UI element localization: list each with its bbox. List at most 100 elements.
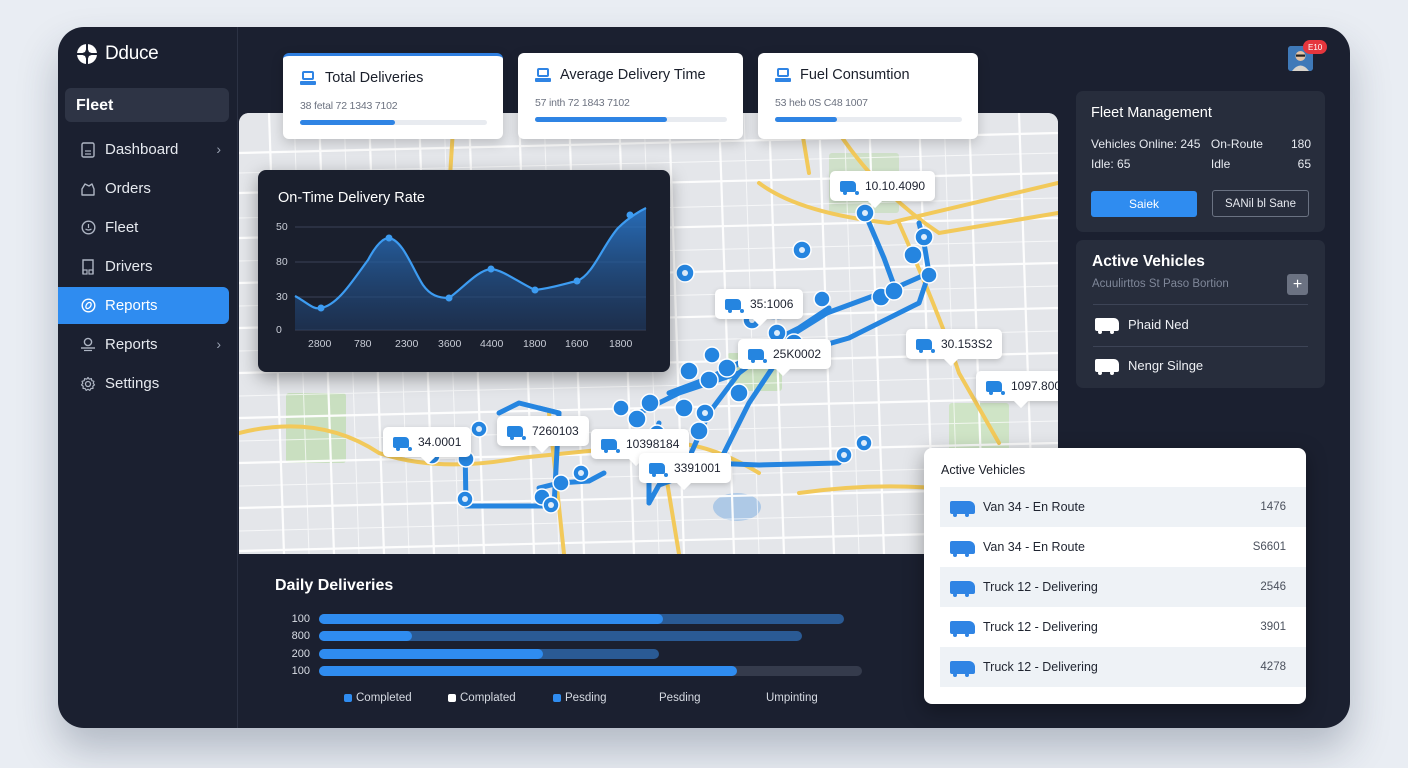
vehicle-item[interactable]: Nengr Silnge — [1095, 358, 1203, 375]
truck-icon — [950, 580, 975, 597]
sidebar-item-label: Drivers — [105, 258, 153, 275]
active-vehicles-panel: Active Vehicles Acuulirttos St Paso Bort… — [1076, 240, 1325, 388]
truck-icon — [840, 180, 856, 195]
map-vehicle-label[interactable]: 7260103 — [497, 416, 589, 446]
user-avatar[interactable] — [1288, 46, 1313, 71]
vehicle-row[interactable]: Truck 12 - Delivering 3901 — [940, 607, 1306, 647]
add-vehicle-button[interactable]: + — [1287, 274, 1308, 295]
ontime-delivery-chart: On-Time Delivery Rate — [258, 170, 670, 372]
kpi-card-fuel-consumption[interactable]: Fuel Consumtion 53 heb 0S C48 1007 — [758, 53, 978, 139]
sidebar-item-label: Reports — [105, 297, 158, 314]
primary-button[interactable]: Saiek — [1091, 191, 1197, 217]
map-vehicle-label[interactable]: 1097.800 — [976, 371, 1058, 401]
bar-total — [319, 631, 802, 642]
legend-item[interactable]: Pesding — [659, 692, 701, 704]
map-vehicle-label[interactable]: 34.0001 — [383, 427, 472, 457]
map-vehicle-label[interactable]: 35:1006 — [715, 289, 804, 319]
app-window: Dduce Fleet Dashboard › Orders — [58, 27, 1350, 728]
bar-row: 100 — [278, 663, 878, 681]
truck-icon — [916, 338, 932, 353]
gear-icon — [80, 376, 96, 392]
fleet-stats: Vehicles Online: 245 On-Route 180 Idle: … — [1091, 134, 1311, 174]
bar-completed — [319, 631, 412, 642]
truck-icon — [950, 500, 975, 517]
truck-icon — [950, 660, 975, 677]
panel-title: Active Vehicles — [941, 463, 1026, 477]
daily-deliveries-chart: 100 800 200 100 — [278, 610, 878, 680]
bar-row: 800 — [278, 628, 878, 646]
legend-item[interactable]: Completed — [344, 692, 448, 704]
vehicle-item[interactable]: Phaid Ned — [1095, 317, 1189, 334]
document-icon — [80, 141, 96, 158]
truck-icon — [507, 425, 523, 440]
truck-icon — [725, 298, 741, 313]
sidebar-item-reports-active[interactable]: Reports — [58, 287, 229, 324]
sidebar-item-fleet[interactable]: Fleet — [58, 209, 229, 246]
sidebar-item-orders[interactable]: Orders — [58, 170, 229, 207]
truck-icon — [748, 348, 764, 363]
sidebar-item-label: Orders — [105, 180, 151, 197]
compass-icon — [80, 298, 96, 314]
truck-icon — [1095, 359, 1119, 375]
sidebar: Dduce Fleet Dashboard › Orders — [58, 27, 238, 728]
divider — [1093, 346, 1308, 347]
chart-legend: Completed Complated Pesding Pesding Umpi… — [344, 692, 818, 704]
truck-icon — [1095, 318, 1119, 334]
legend-item[interactable]: Umpinting — [766, 692, 818, 704]
bar-completed — [319, 666, 737, 677]
stat-value: 180 — [1290, 137, 1311, 151]
chart-title: On-Time Delivery Rate — [278, 190, 425, 206]
seat-icon — [80, 258, 96, 275]
secondary-button[interactable]: SANil bl Sane — [1212, 190, 1309, 217]
sidebar-section-fleet[interactable]: Fleet — [65, 88, 229, 122]
map-vehicle-label[interactable]: 10.10.4090 — [830, 171, 936, 201]
sidebar-item-label: Fleet — [105, 219, 139, 236]
logo-icon — [76, 43, 98, 65]
kpi-title: Average Delivery Time — [560, 67, 706, 83]
kpi-progress-bar — [535, 117, 727, 122]
vehicle-row[interactable]: Truck 12 - Delivering 2546 — [940, 567, 1306, 607]
stat-label: Idle — [1210, 157, 1231, 171]
fleet-management-panel: Fleet Management Vehicles Online: 245 On… — [1076, 91, 1325, 232]
legend-item[interactable]: Complated — [448, 692, 553, 704]
sidebar-item-label: Dashboard — [105, 141, 179, 158]
daily-deliveries-title: Daily Deliveries — [275, 577, 394, 594]
sidebar-item-drivers[interactable]: Drivers — [58, 248, 229, 285]
sidebar-item-reports[interactable]: Reports › — [58, 326, 229, 363]
stat-label: Idle: 65 — [1091, 157, 1131, 171]
bar-completed — [319, 648, 543, 659]
panel-title: Active Vehicles — [1092, 253, 1205, 270]
gauge-icon — [80, 220, 96, 236]
stat-label: On-Route — [1210, 137, 1263, 151]
vehicle-row[interactable]: Van 34 - En Route 1476 — [940, 487, 1306, 527]
user-icon — [80, 337, 96, 353]
kpi-subtext: 53 heb 0S C48 1007 — [775, 97, 868, 109]
chevron-right-icon: › — [216, 336, 221, 352]
vehicle-list: Van 34 - En Route 1476 Van 34 - En Route… — [940, 487, 1306, 687]
app-name: Dduce — [105, 43, 159, 64]
logo[interactable]: Dduce — [76, 43, 159, 65]
kpi-progress-bar — [300, 120, 487, 125]
kpi-subtext: 57 inth 72 1843 7102 — [535, 97, 630, 109]
map-vehicle-label[interactable]: 3391001 — [639, 453, 731, 483]
sidebar-item-settings[interactable]: Settings — [58, 365, 229, 402]
panel-subtitle: Acuulirttos St Paso Bortion — [1092, 278, 1229, 290]
active-vehicles-list-panel: Active Vehicles Van 34 - En Route 1476 V… — [924, 448, 1306, 704]
truck-icon — [649, 462, 665, 477]
truck-icon — [950, 620, 975, 637]
sidebar-nav: Dashboard › Orders Fleet Drivers — [58, 131, 238, 404]
notification-badge[interactable]: E10 — [1303, 40, 1328, 54]
laptop-icon — [775, 68, 791, 82]
map-vehicle-label[interactable]: 25K0002 — [738, 339, 832, 369]
kpi-card-total-deliveries[interactable]: Total Deliveries 38 fetal 72 1343 7102 — [283, 53, 503, 139]
legend-item[interactable]: Pesding — [553, 692, 659, 704]
vehicle-row[interactable]: Van 34 - En Route S6601 — [940, 527, 1306, 567]
kpi-card-average-delivery-time[interactable]: Average Delivery Time 57 inth 72 1843 71… — [518, 53, 743, 139]
sidebar-item-dashboard[interactable]: Dashboard › — [58, 131, 229, 168]
bar-row: 200 — [278, 645, 878, 663]
vehicle-row[interactable]: Truck 12 - Delivering 4278 — [940, 647, 1306, 687]
box-icon — [80, 181, 96, 197]
map-vehicle-label[interactable]: 30.153S2 — [906, 329, 1003, 359]
kpi-title: Fuel Consumtion — [800, 67, 910, 83]
truck-icon — [601, 438, 617, 453]
